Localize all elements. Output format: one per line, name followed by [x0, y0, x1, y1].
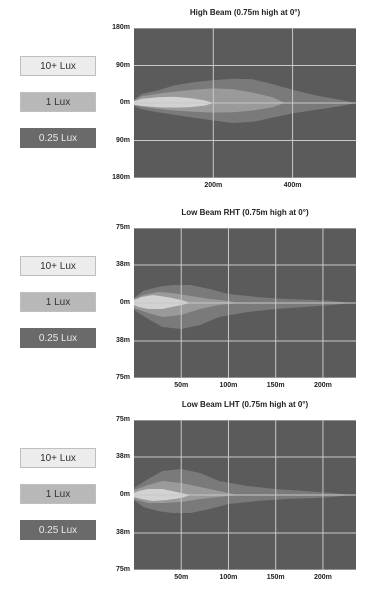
chart-panel-0: High Beam (0.75m high at 0°) 10+ Lux 1 Lux…: [0, 8, 379, 203]
legend-item-1: 1 Lux: [20, 292, 96, 312]
chart-title: High Beam (0.75m high at 0°): [189, 8, 301, 17]
legend-item-2: 0.25 Lux: [20, 328, 96, 348]
y-tick-label: 75m: [115, 416, 130, 423]
x-tick-label: 200m: [313, 574, 332, 581]
x-tick-label: 100m: [219, 574, 238, 581]
legend-item-1: 1 Lux: [20, 92, 96, 112]
y-tick-label: 90m: [115, 136, 130, 144]
y-tick-label: 75m: [115, 374, 130, 381]
chart-title: Low Beam RHT (0.75m high at 0°): [181, 208, 309, 217]
x-tick-label: 200m: [204, 182, 223, 189]
y-tick-label: 0m: [119, 99, 130, 106]
y-tick-label: 38m: [115, 337, 130, 344]
x-tick-label: 150m: [266, 574, 285, 581]
isolux-area-0-25-lux: [134, 469, 352, 513]
y-tick-label: 90m: [115, 61, 130, 69]
plot-area: [134, 228, 356, 378]
isolux-area-10-lux: [134, 295, 191, 309]
x-tick-label: 200m: [313, 382, 332, 389]
y-tick-label: 180m: [112, 174, 130, 181]
y-tick-label: 75m: [115, 224, 130, 231]
y-tick-label: 0m: [119, 491, 130, 498]
legend-item-1: 1 Lux: [20, 484, 96, 504]
y-tick-label: 38m: [115, 529, 130, 536]
chart-panel-1: Low Beam RHT (0.75m high at 0°) 10+ Lux 1 …: [0, 208, 379, 403]
y-tick-label: 75m: [115, 566, 130, 573]
x-tick-label: 400m: [283, 182, 302, 189]
x-tick-label: 50m: [174, 382, 189, 389]
y-tick-label: 38m: [115, 261, 130, 268]
y-tick-label: 180m: [112, 24, 130, 31]
legend-item-2: 0.25 Lux: [20, 520, 96, 540]
y-tick-label: 38m: [115, 453, 130, 460]
legend-item-2: 0.25 Lux: [20, 128, 96, 148]
isolux-area-10-lux: [134, 96, 214, 108]
chart-panel-2: Low Beam LHT (0.75m high at 0°) 10+ Lux 1 …: [0, 400, 379, 595]
legend-item-0: 10+ Lux: [20, 56, 96, 76]
x-tick-label: 150m: [266, 382, 285, 389]
x-tick-label: 50m: [174, 574, 189, 581]
chart-title: Low Beam LHT (0.75m high at 0°): [181, 400, 309, 409]
plot-area: [134, 28, 356, 178]
legend-item-0: 10+ Lux: [20, 256, 96, 276]
x-tick-label: 100m: [219, 382, 238, 389]
plot-area: [134, 420, 356, 570]
legend-item-0: 10+ Lux: [20, 448, 96, 468]
y-tick-label: 0m: [119, 299, 130, 306]
